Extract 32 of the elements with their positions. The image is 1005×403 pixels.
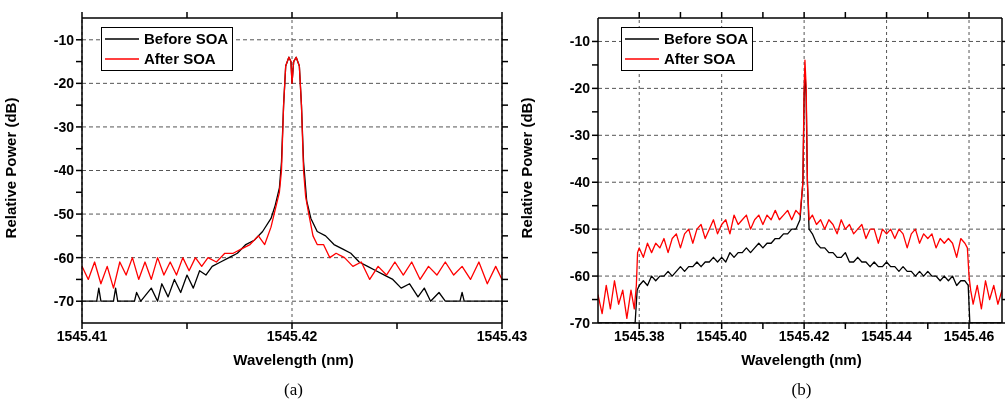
y-tick-label: -50	[53, 206, 75, 223]
y-tick-label: -40	[569, 174, 591, 191]
y-tick-label: -20	[569, 80, 591, 97]
legend-label: Before SOA	[664, 29, 749, 49]
x-tick-label: 1545.38	[613, 327, 665, 344]
x-tick-label: 1545.43	[476, 327, 528, 344]
text: (a)	[283, 380, 304, 400]
y-tick-label: -70	[569, 314, 591, 331]
y-tick-label: -60	[569, 268, 591, 285]
y-tick-label: -20	[53, 75, 75, 92]
y-tick-label: -10	[569, 33, 591, 50]
y-tick-label: -30	[53, 118, 75, 135]
legend-label: After SOA	[664, 49, 736, 69]
y-axis-title: Relative Power (dB)	[1, 97, 19, 239]
y-tick-label: -40	[53, 162, 75, 179]
y-tick-label: -30	[569, 127, 591, 144]
x-axis-title: Wavelength (nm)	[232, 351, 355, 368]
x-tick-label: 1545.46	[943, 327, 995, 344]
x-tick-label: 1545.42	[778, 327, 830, 344]
y-tick-label: -10	[53, 31, 75, 48]
text: 1545.40	[696, 327, 747, 344]
y-tick-label: -70	[53, 293, 75, 310]
legend-label: After SOA	[144, 49, 216, 69]
x-tick-label: 1545.42	[266, 327, 318, 344]
x-axis-title: Wavelength (nm)	[740, 351, 863, 368]
x-tick-label: 1545.41	[56, 327, 108, 344]
y-tick-label: -60	[53, 249, 75, 266]
text: (b)	[790, 380, 813, 400]
y-axis-title: Relative Power (dB)	[517, 97, 535, 239]
legend-label: Before SOA	[144, 29, 229, 49]
y-tick-label: -50	[569, 221, 591, 238]
x-tick-label: 1545.44	[861, 327, 913, 344]
